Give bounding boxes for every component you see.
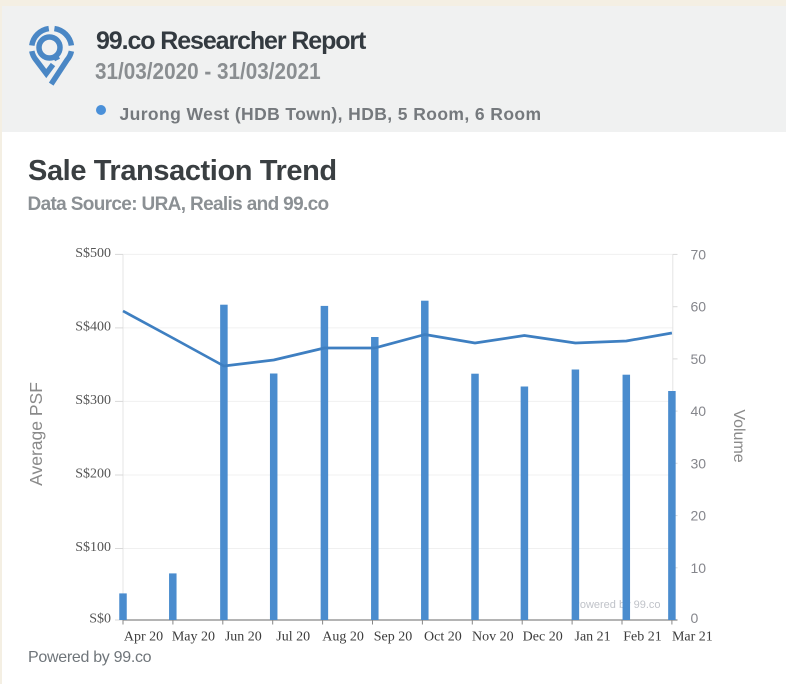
svg-text:Aug 20: Aug 20 xyxy=(322,630,364,645)
svg-text:0: 0 xyxy=(691,610,699,626)
svg-text:S$200: S$200 xyxy=(75,467,111,482)
svg-text:S$300: S$300 xyxy=(75,393,111,408)
svg-text:May 20: May 20 xyxy=(172,630,215,645)
svg-text:30: 30 xyxy=(691,455,707,471)
svg-text:Mar 21: Mar 21 xyxy=(672,630,713,645)
svg-text:50: 50 xyxy=(691,351,707,367)
svg-text:S$500: S$500 xyxy=(75,246,111,261)
svg-text:Jul 20: Jul 20 xyxy=(276,630,310,645)
svg-text:Apr 20: Apr 20 xyxy=(124,630,163,645)
svg-text:Volume: Volume xyxy=(730,409,747,462)
svg-text:40: 40 xyxy=(691,403,707,419)
svg-text:Oct 20: Oct 20 xyxy=(424,630,462,645)
svg-text:Average PSF: Average PSF xyxy=(26,382,46,486)
svg-text:Jan 21: Jan 21 xyxy=(575,630,611,645)
svg-text:S$400: S$400 xyxy=(75,320,111,335)
svg-text:10: 10 xyxy=(691,560,707,576)
svg-text:70: 70 xyxy=(691,246,707,262)
svg-text:Dec 20: Dec 20 xyxy=(523,630,563,645)
svg-text:20: 20 xyxy=(691,508,707,524)
svg-text:Jun 20: Jun 20 xyxy=(225,630,262,645)
svg-text:60: 60 xyxy=(691,299,707,315)
svg-text:Sep 20: Sep 20 xyxy=(374,630,413,645)
svg-text:S$0: S$0 xyxy=(89,612,111,627)
svg-text:Powered by 99.co: Powered by 99.co xyxy=(573,599,661,611)
svg-text:S$100: S$100 xyxy=(75,540,111,555)
svg-text:Nov 20: Nov 20 xyxy=(472,630,514,645)
svg-text:Feb 21: Feb 21 xyxy=(623,630,662,645)
